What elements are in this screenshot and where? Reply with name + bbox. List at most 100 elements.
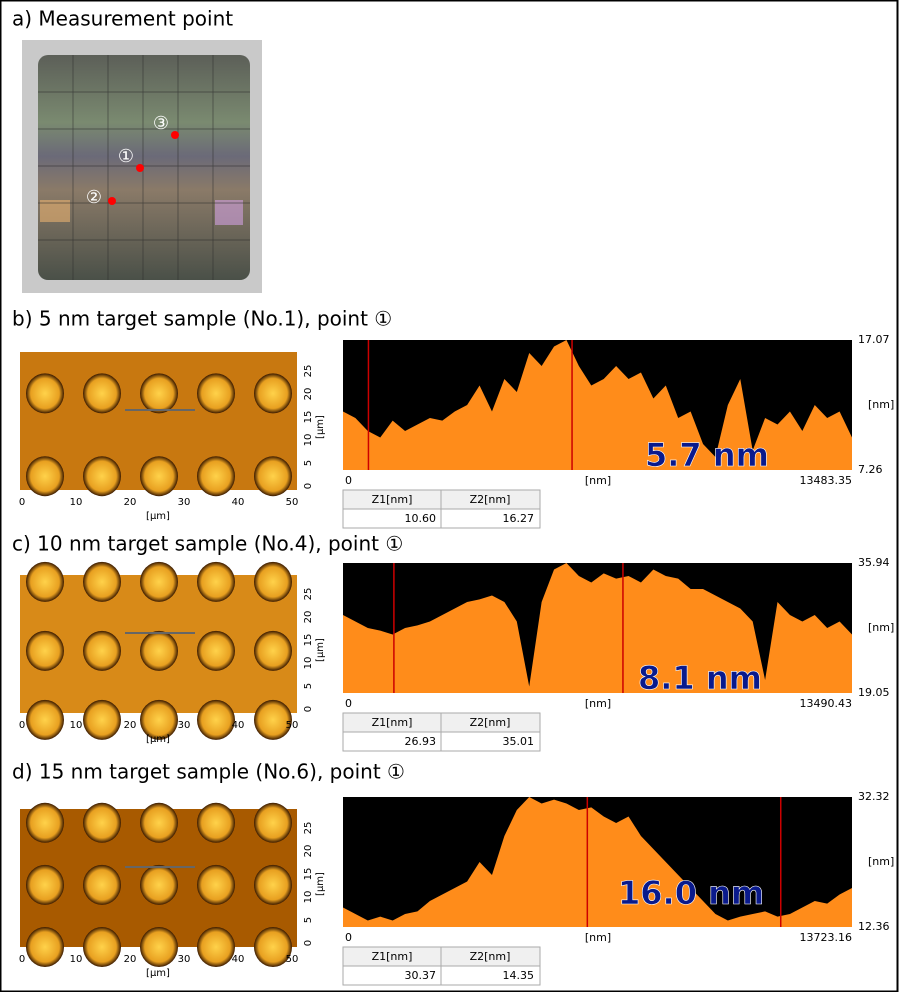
image-x-tick: 20 — [124, 954, 137, 965]
profile-y-min: 7.26 — [858, 463, 883, 476]
profile-y-unit: [nm] — [868, 621, 894, 634]
afm-pillar — [26, 373, 64, 413]
image-x-tick: 30 — [178, 720, 191, 731]
afm-pillar — [83, 373, 121, 413]
point-marker — [171, 131, 179, 139]
profile-y-max: 17.07 — [858, 333, 890, 346]
image-x-unit: [µm] — [146, 734, 170, 745]
table-header-cell: Z2[nm] — [470, 493, 511, 506]
afm-pillar — [197, 562, 235, 602]
image-y-tick: 5 — [303, 683, 314, 689]
afm-pillar — [140, 927, 178, 967]
annotation: 5.7 nm — [645, 436, 769, 474]
image-x-tick: 0 — [19, 497, 25, 508]
image-x-tick: 30 — [178, 497, 191, 508]
image-x-tick: 40 — [232, 720, 245, 731]
image-x-unit: [µm] — [146, 511, 170, 522]
image-x-tick: 30 — [178, 954, 191, 965]
table-cell: 10.60 — [405, 512, 437, 525]
image-y-tick: 0 — [303, 483, 314, 489]
profile-y-max: 35.94 — [858, 556, 890, 569]
afm-pillar — [197, 631, 235, 671]
image-x-tick: 10 — [70, 954, 83, 965]
image-y-tick: 20 — [303, 611, 314, 624]
image-y-tick: 5 — [303, 460, 314, 466]
annotation: 8.1 nm — [638, 659, 762, 697]
annotation: 16.0 nm — [618, 874, 764, 912]
afm-pillar — [197, 373, 235, 413]
afm-pillar — [26, 456, 64, 496]
image-x-tick: 0 — [19, 720, 25, 731]
image-y-tick: 20 — [303, 845, 314, 858]
image-x-tick: 10 — [70, 720, 83, 731]
profile-x-unit: [nm] — [585, 474, 611, 487]
point-label: ③ — [153, 113, 169, 134]
table-cell: 14.35 — [503, 969, 535, 982]
table-header-cell: Z1[nm] — [372, 950, 413, 963]
image-y-tick: 15 — [303, 868, 314, 881]
afm-pillar — [254, 456, 292, 496]
afm-pillar — [83, 700, 121, 740]
image-y-tick: 5 — [303, 917, 314, 923]
profile-x-unit: [nm] — [585, 931, 611, 944]
image-y-unit: [µm] — [315, 872, 326, 896]
afm-pillar — [83, 456, 121, 496]
afm-pillar — [140, 373, 178, 413]
image-y-tick: 10 — [303, 657, 314, 670]
point-marker — [136, 164, 144, 172]
afm-pillar — [197, 927, 235, 967]
image-y-tick: 0 — [303, 706, 314, 712]
afm-pillar — [83, 927, 121, 967]
afm-pillar — [197, 456, 235, 496]
afm-pillar — [140, 562, 178, 602]
image-y-tick: 10 — [303, 434, 314, 447]
afm-pillar — [26, 927, 64, 967]
afm-pillar — [254, 373, 292, 413]
profile-y-unit: [nm] — [868, 855, 894, 868]
panel-title: d) 15 nm target sample (No.6), point ① — [12, 760, 405, 784]
table-cell: 35.01 — [503, 735, 535, 748]
profile-y-unit: [nm] — [868, 398, 894, 411]
profile-x-end: 13723.16 — [800, 931, 853, 944]
table-header-cell: Z2[nm] — [470, 950, 511, 963]
reflection — [215, 200, 243, 225]
image-x-tick: 20 — [124, 720, 137, 731]
afm-pillar — [197, 803, 235, 843]
image-y-tick: 25 — [303, 588, 314, 601]
afm-pillar — [197, 700, 235, 740]
image-x-tick: 50 — [286, 497, 299, 508]
figure: a) Measurement point ③ ① ② b) 5 nm targe… — [0, 0, 899, 992]
image-x-tick: 40 — [232, 497, 245, 508]
afm-pillar — [26, 700, 64, 740]
image-x-tick: 20 — [124, 497, 137, 508]
image-x-tick: 40 — [232, 954, 245, 965]
image-y-tick: 25 — [303, 365, 314, 378]
afm-pillar — [140, 631, 178, 671]
table-header-cell: Z1[nm] — [372, 493, 413, 506]
image-y-tick: 10 — [303, 891, 314, 904]
image-x-tick: 50 — [286, 954, 299, 965]
image-y-tick: 20 — [303, 388, 314, 401]
afm-pillar — [83, 562, 121, 602]
afm-pillar — [83, 631, 121, 671]
table-cell: 30.37 — [405, 969, 437, 982]
afm-pillar — [26, 803, 64, 843]
afm-pillar — [254, 562, 292, 602]
afm-pillar — [83, 865, 121, 905]
wafer — [38, 55, 250, 280]
image-x-tick: 50 — [286, 720, 299, 731]
profile-y-min: 19.05 — [858, 686, 890, 699]
table-header-cell: Z2[nm] — [470, 716, 511, 729]
profile-x-end: 13483.35 — [800, 474, 853, 487]
image-y-tick: 15 — [303, 634, 314, 647]
profile-x-start: 0 — [345, 931, 352, 944]
image-y-unit: [µm] — [315, 638, 326, 662]
image-y-tick: 0 — [303, 940, 314, 946]
table-header-cell: Z1[nm] — [372, 716, 413, 729]
panel-title: c) 10 nm target sample (No.4), point ① — [12, 532, 403, 556]
afm-pillar — [254, 865, 292, 905]
profile-y-max: 32.32 — [858, 790, 890, 803]
table-cell: 26.93 — [405, 735, 437, 748]
afm-pillar — [197, 865, 235, 905]
profile-x-end: 13490.43 — [800, 697, 853, 710]
